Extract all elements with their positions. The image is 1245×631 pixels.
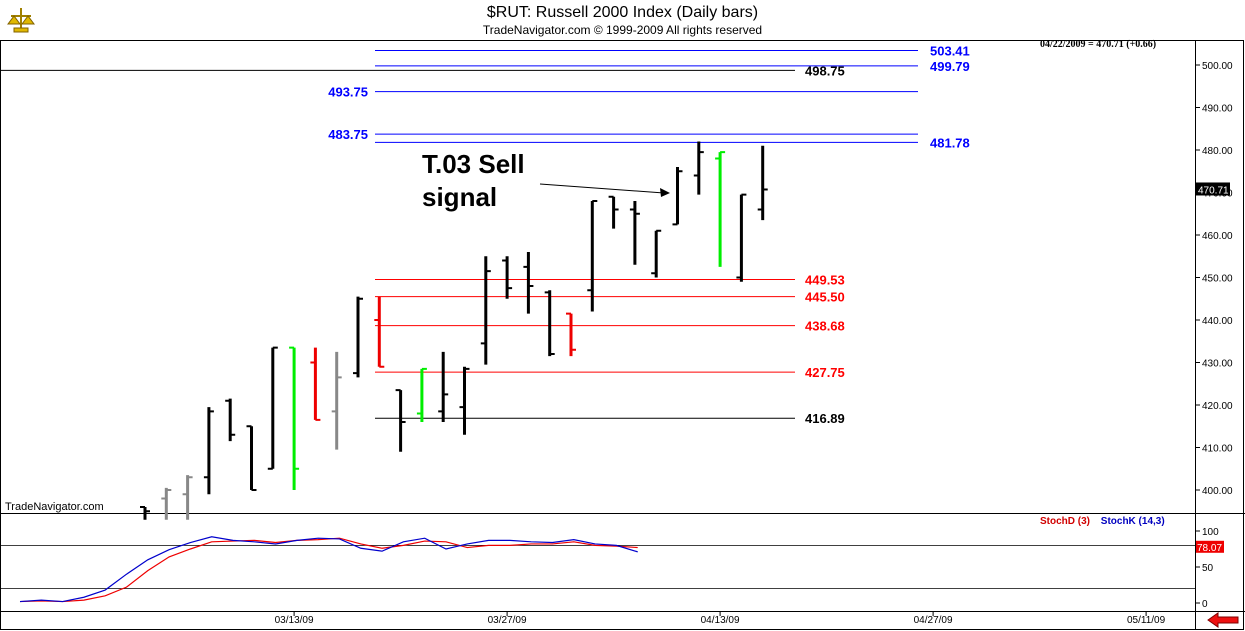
stoch-y-tick-label: 50 [1202,563,1214,574]
stoch-legend: StochD (3) StochK (14,3) [1040,516,1165,527]
price-y-tick-label: 480.00 [1202,146,1233,157]
price-y-tick-label: 490.00 [1202,104,1233,115]
back-arrow-icon[interactable] [1206,612,1240,628]
stoch-y-tick-label: 0 [1202,599,1208,610]
price-y-tick-label: 460.00 [1202,231,1233,242]
level-label: 503.41 [930,44,970,59]
level-label: 445.50 [805,290,845,305]
price-y-tick-label: 450.00 [1202,274,1233,285]
stoch-series-line [19,537,638,603]
trade-navigator-logo-icon[interactable] [6,6,36,34]
last-price-flag [1196,182,1230,196]
level-label: 481.78 [930,135,970,150]
price-y-tick-label: 430.00 [1202,359,1233,370]
level-label: 427.75 [805,365,845,380]
stoch-series-line [19,536,638,603]
legend-stoch-d: StochD (3) [1040,516,1090,527]
stoch-last-flag [1196,540,1224,553]
legend-stoch-k: StochK (14,3) [1100,516,1165,527]
level-label: 483.75 [328,127,368,142]
chart-frame [0,40,1244,630]
x-axis-tick-label: 05/11/09 [1127,615,1166,626]
chart-subtitle: TradeNavigator.com © 1999-2009 All right… [482,23,763,37]
last-price-label: 470.71 [1198,185,1229,196]
level-label: 416.89 [805,411,845,426]
level-label: 493.75 [328,85,368,100]
watermark: TradeNavigator.com [5,501,104,513]
x-axis-tick-label: 03/27/09 [488,615,527,626]
x-axis-tick-label: 04/13/09 [701,615,740,626]
last-price-info: 04/22/2009 = 470.71 (+0.66) [1040,39,1157,50]
level-label: 438.68 [805,319,845,334]
stoch-last-label: 78.07 [1197,543,1222,554]
stoch-y-tick-label: 100 [1202,527,1219,538]
annotation-arrow-line [539,183,665,194]
price-y-tick-label: 420.00 [1202,401,1233,412]
x-axis-tick-label: 04/27/09 [914,615,953,626]
annotation-arrowhead [660,188,670,197]
level-label: 499.79 [930,59,970,74]
annotation-text: signal [422,182,497,212]
chart-title: $RUT: Russell 2000 Index (Daily bars) [486,4,759,21]
x-axis-tick-label: 03/13/09 [275,615,314,626]
level-label: 449.53 [805,272,845,287]
price-y-tick-label: 440.00 [1202,316,1233,327]
price-y-tick-label: 400.00 [1202,486,1233,497]
price-y-tick-label: 500.00 [1202,61,1233,72]
level-label: 498.75 [805,63,845,78]
price-y-tick-label: 410.00 [1202,444,1233,455]
annotation-text: T.03 Sell [422,149,525,179]
